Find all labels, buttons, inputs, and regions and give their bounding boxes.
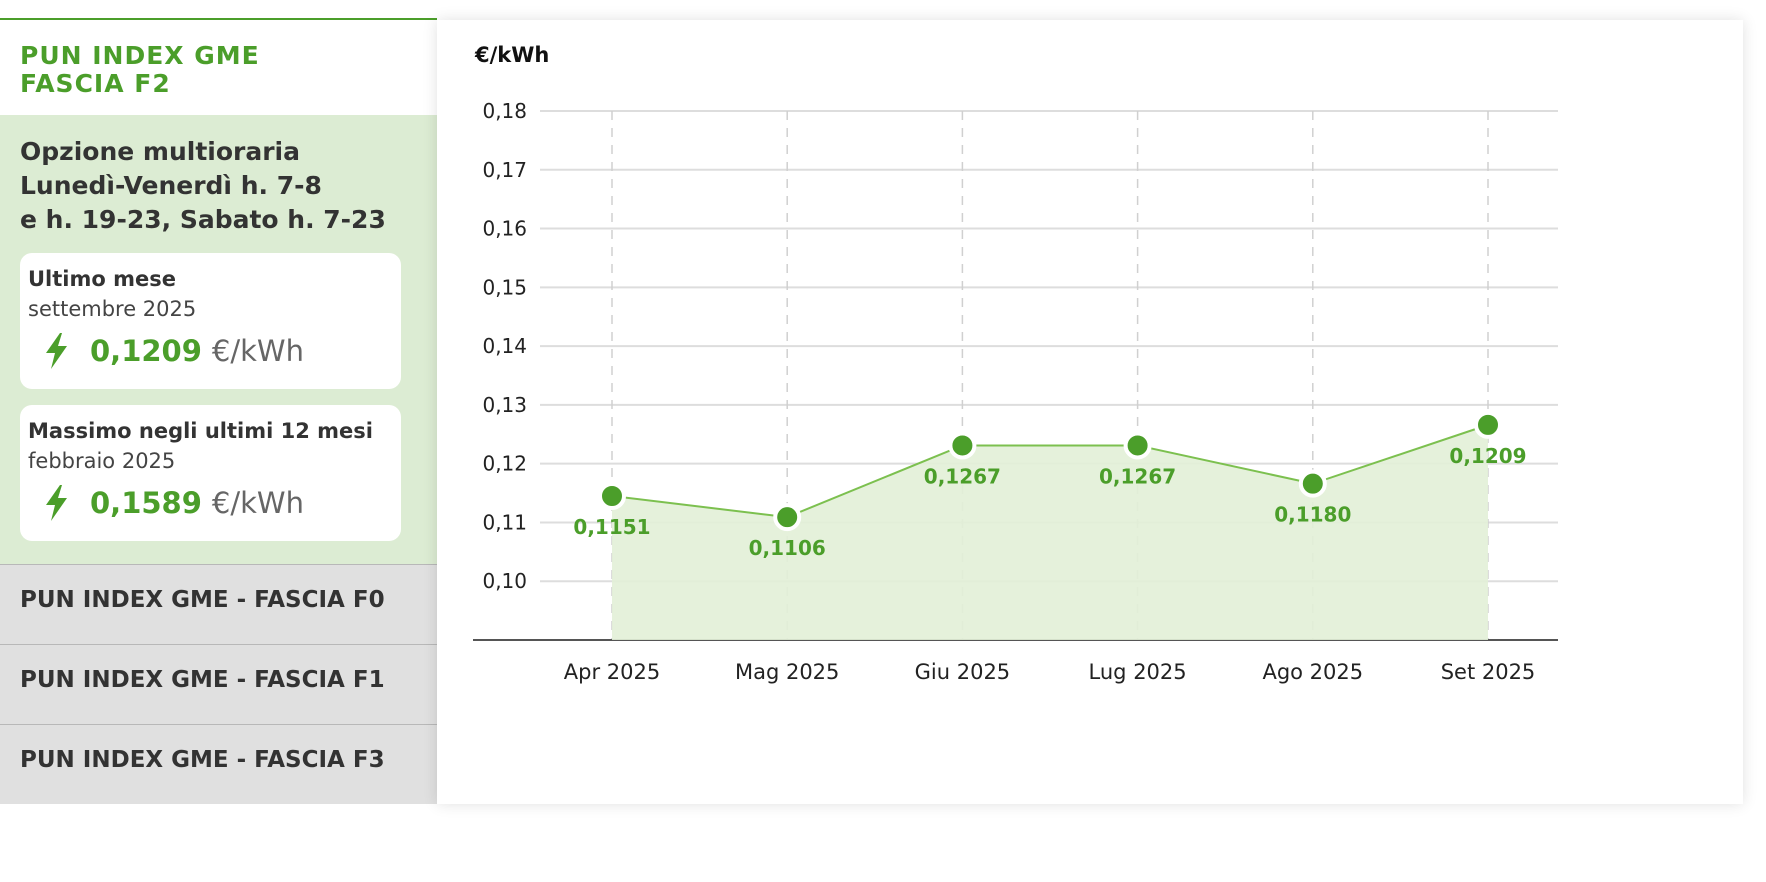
data-point[interactable]	[1123, 431, 1152, 460]
y-tick-label: 0,15	[482, 275, 527, 299]
x-tick-label: Mag 2025	[735, 660, 839, 684]
x-tick-label: Ago 2025	[1262, 660, 1363, 684]
y-tick-label: 0,14	[482, 334, 527, 358]
last-month-period: settembre 2025	[28, 297, 197, 321]
active-title-line1: PUN INDEX GME	[20, 41, 260, 70]
max-12-title: Massimo negli ultimi 12 mesi	[28, 419, 373, 443]
max-12-unit: €/kWh	[211, 486, 304, 520]
data-point[interactable]	[598, 481, 626, 510]
y-tick-label: 0,11	[482, 510, 527, 534]
active-tab-panel: Opzione multioraria Lunedì-Venerdì h. 7-…	[0, 115, 437, 564]
lightning-bolt-icon	[46, 333, 67, 369]
x-tick-label: Set 2025	[1441, 660, 1536, 684]
x-tick-label: Lug 2025	[1089, 660, 1187, 684]
data-point[interactable]	[773, 503, 802, 532]
last-month-card: Ultimo mese settembre 2025 0,1209 €/kWh	[20, 253, 401, 389]
series-line	[611, 423, 1489, 519]
data-label: 0,1267	[924, 464, 1001, 488]
x-tick-label: Giu 2025	[915, 660, 1011, 684]
data-label: 0,1151	[573, 515, 650, 539]
y-tick-label: 0,17	[482, 158, 527, 182]
tab-fascia-f1[interactable]: PUN INDEX GME - FASCIA F1	[0, 644, 437, 724]
series-area	[612, 424, 1488, 640]
data-label: 0,1106	[749, 536, 826, 560]
data-point[interactable]	[1298, 469, 1327, 498]
max-12-value: 0,1589	[90, 486, 202, 520]
y-tick-label: 0,12	[482, 452, 527, 476]
desc-line1: Opzione multioraria	[20, 137, 300, 166]
last-month-value: 0,1209	[90, 334, 202, 368]
active-title-line2: FASCIA F2	[20, 69, 171, 98]
y-tick-label: 0,13	[482, 393, 527, 417]
active-tab-title: PUN INDEX GME FASCIA F2	[20, 42, 417, 98]
data-point[interactable]	[948, 431, 977, 460]
last-month-unit: €/kWh	[211, 334, 304, 368]
data-point[interactable]	[1474, 410, 1502, 439]
y-axis-label: €/kWh	[474, 43, 549, 67]
option-description: Opzione multioraria Lunedì-Venerdì h. 7-…	[20, 135, 417, 237]
data-label: 0,1267	[1099, 464, 1176, 488]
y-tick-label: 0,18	[482, 99, 527, 123]
price-chart: €/kWh 0,10 0,11 0,12 0,13 0,14 0,15 0,16 0,17 0,…	[473, 43, 1558, 684]
max-12-months-card: Massimo negli ultimi 12 mesi febbraio 20…	[20, 405, 401, 541]
chart-panel: €/kWh 0,10 0,11 0,12 0,13 0,14 0,15 0,16 0,17 0,…	[437, 20, 1743, 804]
tab-fascia-f3[interactable]: PUN INDEX GME - FASCIA F3	[0, 724, 437, 804]
x-tick-label: Apr 2025	[564, 660, 660, 684]
max-12-period: febbraio 2025	[28, 449, 176, 473]
tab-fascia-f2-active[interactable]: PUN INDEX GME FASCIA F2	[0, 18, 437, 115]
lightning-bolt-icon	[46, 485, 67, 521]
desc-line2: Lunedì-Venerdì h. 7-8	[20, 171, 322, 200]
data-label: 0,1180	[1274, 503, 1351, 527]
data-label: 0,1209	[1449, 444, 1526, 468]
last-month-title: Ultimo mese	[28, 267, 176, 291]
tab-fascia-f0[interactable]: PUN INDEX GME - FASCIA F0	[0, 564, 437, 644]
y-tick-label: 0,10	[482, 569, 527, 593]
desc-line3: e h. 19-23, Sabato h. 7-23	[20, 205, 386, 234]
y-tick-label: 0,16	[482, 217, 527, 241]
sidebar: PUN INDEX GME FASCIA F2 Opzione multiora…	[0, 18, 437, 804]
